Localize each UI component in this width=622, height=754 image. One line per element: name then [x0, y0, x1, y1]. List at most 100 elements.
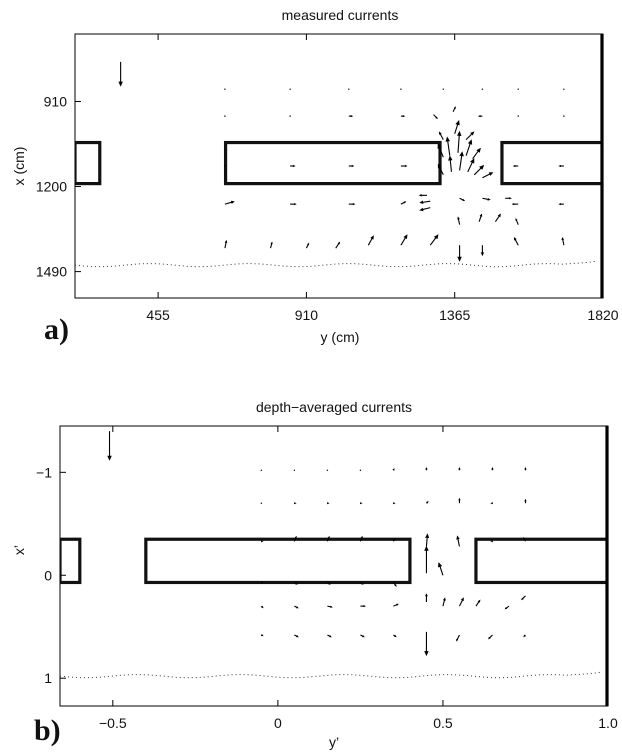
current-vector [393, 634, 397, 638]
breakwater-1 [75, 140, 102, 186]
current-vector [392, 468, 395, 471]
current-vector [293, 469, 296, 471]
current-vector [494, 213, 501, 223]
current-vector [478, 115, 483, 118]
current-vector [448, 155, 453, 172]
current-vector [558, 203, 564, 206]
x-tick-label: 910 [295, 307, 319, 323]
shoreline [60, 671, 603, 679]
panel-b-label: b) [34, 714, 61, 747]
breakwater-2 [144, 537, 412, 585]
current-vector [290, 164, 296, 168]
breakwater-3 [474, 537, 608, 585]
current-vector [326, 535, 330, 542]
current-vector [260, 633, 264, 637]
current-vector [327, 605, 333, 608]
current-vector [261, 581, 264, 584]
current-vector [294, 502, 297, 505]
panel-a-y-axis-label: x (cm) [11, 147, 27, 186]
current-vector [424, 545, 429, 574]
current-vector [429, 234, 439, 246]
current-vector [467, 158, 475, 173]
current-vector [224, 88, 226, 90]
current-vector [563, 115, 565, 117]
current-vector [294, 634, 299, 638]
current-vector [524, 467, 527, 471]
current-vector [360, 605, 366, 608]
current-vector [517, 88, 519, 90]
current-vector [294, 582, 298, 585]
panel-a-label: a) [44, 313, 69, 346]
y-tick-label: 1490 [36, 264, 67, 280]
panel-a-plot-frame [74, 33, 604, 299]
x-tick-label: 455 [146, 307, 170, 323]
panel-b-y-axis-label: x’ [11, 545, 27, 555]
x-tick-label: 1820 [587, 307, 618, 323]
current-vector [459, 197, 466, 201]
current-vector [400, 164, 408, 168]
current-vector [442, 597, 446, 607]
current-vector [425, 533, 430, 547]
current-vector [491, 467, 494, 471]
current-vector [289, 115, 291, 117]
current-vector [437, 143, 444, 158]
current-vector [418, 194, 427, 197]
current-vector [360, 634, 365, 638]
current-vector [224, 115, 226, 117]
current-vector [393, 603, 399, 607]
current-vector [457, 130, 462, 153]
current-vector [472, 147, 481, 159]
current-vector [458, 467, 461, 471]
current-vector [523, 634, 526, 638]
current-vector [442, 88, 444, 90]
current-vector [454, 120, 460, 134]
current-vector [419, 207, 431, 212]
current-vector [360, 502, 363, 505]
panel-b-title: depth−averaged currents [256, 399, 412, 415]
current-vector [437, 163, 444, 176]
current-vector [270, 241, 273, 249]
current-vector [327, 582, 331, 585]
current-vector [393, 502, 396, 505]
x-tick-label: 0.5 [433, 715, 453, 731]
current-vector [294, 605, 299, 609]
current-vector [261, 540, 264, 543]
current-vector [392, 538, 396, 542]
current-vector [224, 165, 226, 167]
current-vector [305, 242, 310, 249]
current-vector [392, 582, 397, 587]
current-vector [515, 218, 519, 225]
breakwater-3 [500, 140, 603, 186]
current-vector [524, 498, 527, 504]
current-vector [558, 164, 564, 168]
current-vector [482, 197, 491, 201]
current-vector [488, 634, 493, 640]
current-vector [289, 88, 291, 90]
current-vector [457, 216, 461, 225]
panel-a-title: measured currents [282, 7, 399, 23]
current-vector [512, 164, 519, 168]
current-vector [490, 540, 493, 543]
current-vector [260, 469, 263, 471]
current-vector [419, 200, 431, 204]
current-vector [456, 535, 460, 547]
reference-arrow [107, 431, 112, 461]
breakwater-2 [223, 140, 442, 186]
current-vector [490, 502, 493, 505]
current-vector [482, 172, 494, 179]
current-vector [465, 139, 473, 156]
current-vector [563, 88, 565, 90]
current-vector [335, 241, 341, 249]
current-vector [260, 502, 263, 504]
current-vector [425, 593, 428, 603]
current-vector [260, 605, 264, 609]
current-vector [457, 245, 462, 262]
current-vector [224, 239, 228, 249]
current-vector [475, 599, 481, 607]
current-vector [458, 497, 461, 504]
panel-b-depth-averaged-currents: depth−averaged currents −0.5 0 0.5 1.0 −1 0 1… [11, 399, 618, 750]
x-tick-label: 1.0 [598, 715, 618, 731]
shoreline [75, 260, 598, 268]
current-vector [513, 237, 519, 246]
y-tick-label: 1200 [36, 179, 67, 195]
